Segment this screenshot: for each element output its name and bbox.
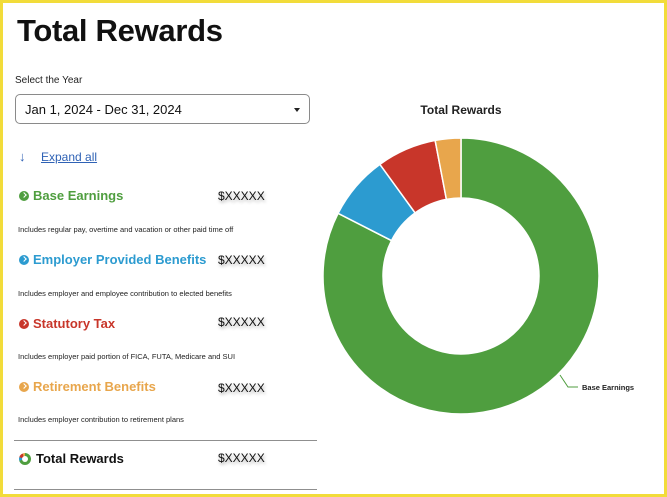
donut-chart-icon <box>19 452 31 465</box>
year-select-value: Jan 1, 2024 - Dec 31, 2024 <box>25 102 182 117</box>
page-title: Total Rewards <box>17 13 223 48</box>
category-name: Employer Provided Benefits <box>33 252 207 267</box>
year-select-dropdown[interactable]: Jan 1, 2024 - Dec 31, 2024 <box>15 94 310 124</box>
chart-title: Total Rewards <box>420 103 502 117</box>
category-retirement-benefits[interactable]: Retirement Benefits <box>19 379 156 394</box>
category-employer-provided-benefits[interactable]: Employer Provided Benefits <box>19 252 206 267</box>
donut-slice-base-earnings[interactable] <box>322 137 600 415</box>
year-select-label: Select the Year <box>15 75 83 86</box>
chevron-right-circle-icon <box>19 318 29 329</box>
chevron-right-circle-icon <box>19 381 29 392</box>
total-rewards-row: Total Rewards <box>19 451 124 466</box>
donut-chart: Base Earnings <box>322 137 634 415</box>
data-label: Base Earnings <box>582 383 634 392</box>
total-rewards-amount: $XXXXX <box>218 451 265 465</box>
category-amount: $XXXXX <box>218 315 265 329</box>
category-description: Includes employer contribution to retire… <box>18 415 184 424</box>
category-base-earnings[interactable]: Base Earnings <box>19 188 123 203</box>
category-name: Retirement Benefits <box>33 379 156 394</box>
category-description: Includes regular pay, overtime and vacat… <box>18 225 234 234</box>
data-label-leader-line <box>559 374 578 388</box>
expand-all-link[interactable]: ↓ Expand all <box>19 149 97 164</box>
category-amount: $XXXXX <box>218 253 265 267</box>
divider <box>14 489 317 490</box>
category-amount: $XXXXX <box>218 189 265 203</box>
chevron-right-circle-icon <box>19 254 29 265</box>
chevron-down-icon <box>294 108 300 112</box>
category-name: Statutory Tax <box>33 316 116 331</box>
category-name: Base Earnings <box>33 188 124 203</box>
category-description: Includes employer and employee contribut… <box>18 289 232 298</box>
divider <box>14 440 317 441</box>
chevron-right-circle-icon <box>19 190 29 201</box>
category-amount: $XXXXX <box>218 381 265 395</box>
expand-all-label: Expand all <box>41 149 98 164</box>
donut-slice-retirement-benefits[interactable] <box>434 137 462 201</box>
total-rewards-label: Total Rewards <box>36 451 124 466</box>
category-statutory-tax[interactable]: Statutory Tax <box>19 316 115 331</box>
category-description: Includes employer paid portion of FICA, … <box>18 352 236 361</box>
arrow-down-icon: ↓ <box>19 149 26 164</box>
